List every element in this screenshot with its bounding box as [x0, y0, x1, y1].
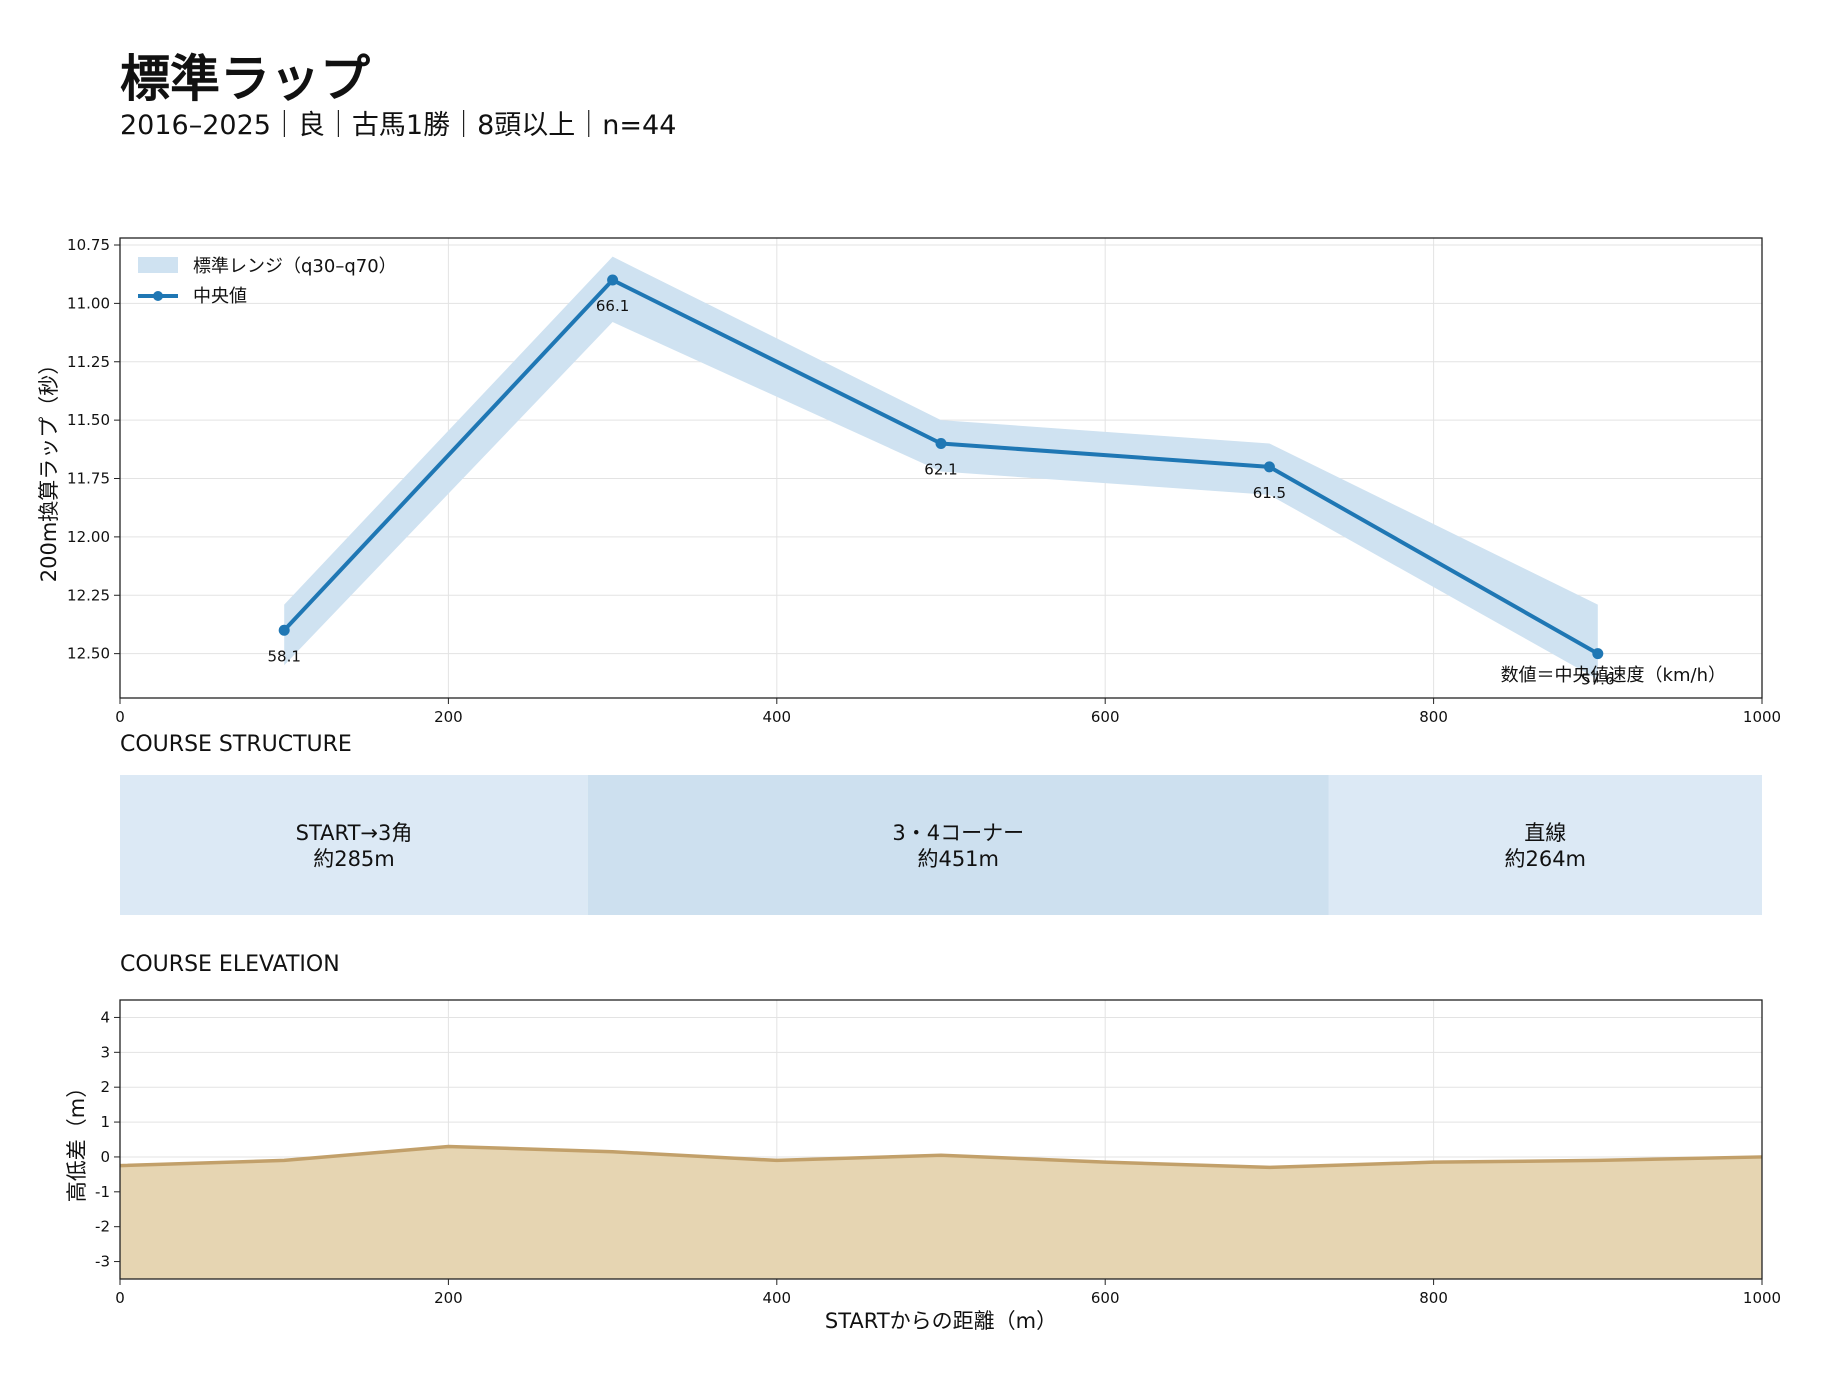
median-point: [1592, 648, 1604, 660]
chart-subtitle: 2016–2025｜良｜古馬1勝｜8頭以上｜n=44: [120, 110, 677, 141]
y-axis-label: 高低差（m）: [65, 1077, 89, 1202]
x-tick-label: 200: [434, 1289, 463, 1307]
elevation-area: [120, 1146, 1762, 1279]
median-point: [935, 437, 947, 449]
y-tick-label: 0: [100, 1148, 110, 1166]
y-axis-label: 200m換算ラップ（秒）: [37, 354, 61, 583]
legend-band-label: 標準レンジ（q30–q70）: [193, 256, 397, 277]
segment-name: 3・4コーナー: [892, 821, 1024, 845]
speed-label: 57.6: [1581, 671, 1614, 689]
elevation-title: COURSE ELEVATION: [120, 952, 340, 977]
y-tick-label: 11.25: [67, 353, 110, 371]
segment-length: 約451m: [917, 847, 999, 871]
course-segment: [120, 775, 588, 915]
structure-title: COURSE STRUCTURE: [120, 732, 352, 757]
segment-name: 直線: [1524, 821, 1566, 845]
y-tick-label: 12.25: [67, 586, 110, 604]
plot-frame: [119, 237, 1763, 699]
segment-length: 約264m: [1504, 847, 1586, 871]
x-tick-label: 1000: [1743, 1289, 1781, 1307]
chart-title: 標準ラップ: [120, 50, 370, 108]
x-tick-label: 0: [115, 708, 125, 726]
y-tick-label: 10.75: [67, 236, 110, 254]
x-tick-label: 1000: [1743, 708, 1781, 726]
y-tick-label: 12.50: [67, 645, 110, 663]
x-tick-label: 200: [434, 708, 463, 726]
y-tick-label: -2: [95, 1218, 110, 1236]
speed-label: 61.5: [1253, 484, 1286, 502]
speed-label: 66.1: [596, 297, 629, 315]
median-point: [607, 274, 619, 286]
x-tick-label: 800: [1419, 708, 1448, 726]
x-tick-label: 0: [115, 1289, 125, 1307]
course-elevation-panel: COURSE ELEVATION 0 200 400 600 800 1000 4 3 2 1 0 -1…: [65, 952, 1781, 1333]
y-tick-label: -1: [95, 1183, 110, 1201]
y-tick-label: 1: [100, 1113, 110, 1131]
segment-length: 約285m: [313, 847, 395, 871]
speed-label: 62.1: [924, 460, 957, 478]
y-tick-label: 11.50: [67, 411, 110, 429]
y-tick-label: 11.75: [67, 470, 110, 488]
median-point: [1263, 461, 1275, 473]
lap-chart: 58.1 66.1 62.1 61.5 57.6 0 200 400 600 800 1000 10.…: [37, 236, 1781, 726]
range-band: [284, 256, 1598, 680]
plot-frame: [119, 999, 1763, 1280]
y-tick-label: 12.00: [67, 528, 110, 546]
legend-line-label: 中央値: [193, 286, 247, 307]
speed-annotation: 数値＝中央値速度（km/h）: [1501, 665, 1726, 686]
y-tick-label: 4: [100, 1008, 110, 1026]
x-tick-label: 800: [1419, 1289, 1448, 1307]
speed-label: 58.1: [267, 647, 300, 665]
x-tick-label: 400: [762, 1289, 791, 1307]
y-tick-label: 3: [100, 1043, 110, 1061]
x-tick-label: 600: [1091, 1289, 1120, 1307]
x-tick-label: 600: [1091, 708, 1120, 726]
segment-name: START→3角: [296, 821, 413, 845]
legend-line-marker: [153, 291, 163, 301]
y-tick-label: -3: [95, 1253, 110, 1271]
median-point: [278, 624, 290, 636]
x-tick-label: 400: [762, 708, 791, 726]
legend-band-swatch: [138, 257, 178, 273]
course-segment: [587, 775, 1329, 915]
x-axis-label: STARTからの距離（m）: [825, 1309, 1057, 1333]
elevation-line: [119, 1144, 1763, 1170]
y-tick-label: 11.00: [67, 294, 110, 312]
y-tick-label: 2: [100, 1078, 110, 1096]
course-segment: [1328, 775, 1762, 915]
